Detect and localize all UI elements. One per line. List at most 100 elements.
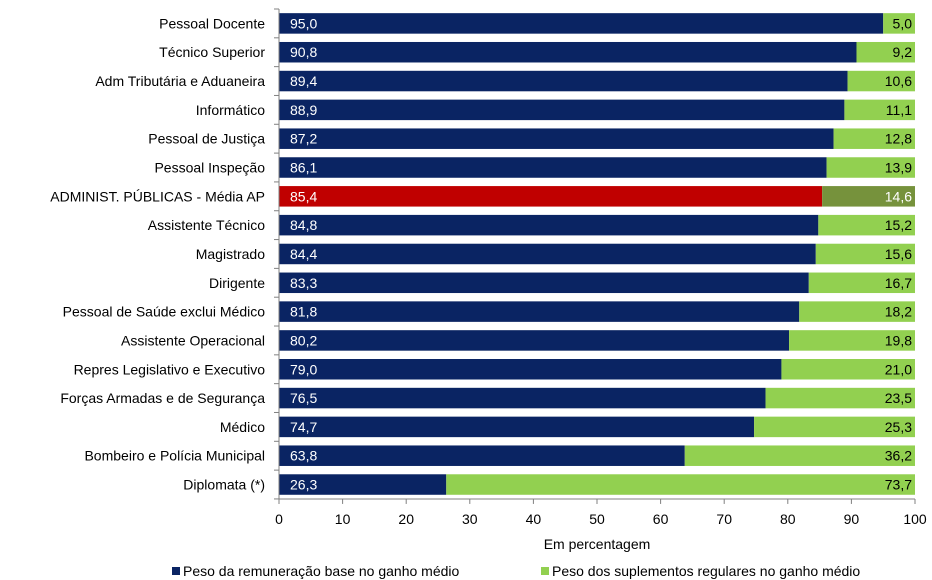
data-label-base: 89,4 bbox=[290, 73, 317, 89]
bar-base-remuneration bbox=[279, 13, 884, 34]
data-label-base: 26,3 bbox=[290, 477, 317, 493]
category-label: Dirigente bbox=[209, 275, 265, 291]
data-label-supplements: 16,7 bbox=[885, 275, 912, 291]
bar-supplements bbox=[856, 41, 915, 63]
bar-supplements bbox=[754, 416, 915, 438]
bar-base-remuneration bbox=[279, 128, 834, 149]
x-tick-label: 0 bbox=[275, 511, 283, 527]
category-label: Bombeiro e Polícia Municipal bbox=[84, 448, 265, 464]
legend-label: Peso dos suplementos regulares no ganho … bbox=[552, 563, 860, 579]
bar-base-remuneration bbox=[279, 41, 857, 63]
category-label: Pessoal de Saúde exclui Médico bbox=[63, 304, 266, 320]
data-label-base: 84,8 bbox=[290, 217, 317, 233]
data-label-base: 80,2 bbox=[290, 332, 317, 348]
bar-base-remuneration bbox=[279, 272, 809, 294]
category-label: Diplomata (*) bbox=[183, 477, 265, 493]
bar-base-remuneration bbox=[279, 243, 816, 265]
category-label: ADMINIST. PÚBLICAS - Média AP bbox=[50, 188, 265, 204]
data-label-supplements: 73,7 bbox=[885, 477, 912, 493]
bar-base-remuneration bbox=[279, 157, 827, 178]
category-label: Pessoal de Justiça bbox=[148, 131, 265, 147]
category-label: Assistente Técnico bbox=[148, 217, 265, 233]
bar-supplements bbox=[818, 214, 915, 236]
data-label-base: 88,9 bbox=[290, 102, 317, 118]
data-label-base: 84,4 bbox=[290, 246, 317, 262]
data-label-base: 85,4 bbox=[290, 188, 317, 204]
legend: Peso da remuneração base no ganho médio P… bbox=[172, 563, 860, 579]
bar-supplements bbox=[446, 474, 915, 495]
bar-base-remuneration bbox=[279, 445, 685, 466]
bar-supplements bbox=[815, 243, 915, 265]
bar-base-remuneration bbox=[279, 387, 766, 409]
bar-supplements bbox=[847, 70, 915, 92]
data-label-base: 86,1 bbox=[290, 160, 317, 176]
bar-supplements bbox=[781, 359, 915, 380]
x-tick-label: 40 bbox=[526, 511, 542, 527]
bar-supplements bbox=[844, 99, 915, 121]
bar-supplements bbox=[684, 445, 915, 466]
x-tick-label: 70 bbox=[716, 511, 732, 527]
data-label-base: 63,8 bbox=[290, 448, 317, 464]
bar-base-remuneration bbox=[279, 474, 447, 495]
bar-supplements bbox=[799, 301, 915, 322]
bar-base-remuneration bbox=[279, 301, 800, 322]
bar-base-remuneration bbox=[279, 186, 823, 207]
data-label-supplements: 14,6 bbox=[885, 188, 912, 204]
x-tick-label: 10 bbox=[335, 511, 351, 527]
bar-base-remuneration bbox=[279, 70, 848, 92]
bar-base-remuneration bbox=[279, 416, 755, 438]
data-label-supplements: 25,3 bbox=[885, 419, 912, 435]
data-label-supplements: 12,8 bbox=[885, 131, 912, 147]
x-tick-label: 20 bbox=[398, 511, 414, 527]
data-label-supplements: 36,2 bbox=[885, 448, 912, 464]
legend-swatch bbox=[172, 567, 180, 575]
bar-supplements bbox=[833, 128, 915, 149]
x-tick-label: 80 bbox=[780, 511, 796, 527]
x-tick-label: 30 bbox=[462, 511, 478, 527]
x-axis-title: Em percentagem bbox=[544, 536, 651, 552]
x-tick-label: 100 bbox=[903, 511, 927, 527]
data-label-base: 90,8 bbox=[290, 44, 317, 60]
data-label-supplements: 11,1 bbox=[886, 102, 912, 118]
bar-base-remuneration bbox=[279, 330, 790, 351]
bar-supplements bbox=[883, 13, 915, 34]
x-tick-label: 50 bbox=[589, 511, 605, 527]
data-label-supplements: 15,6 bbox=[885, 246, 912, 262]
category-label: Técnico Superior bbox=[159, 44, 265, 60]
data-label-supplements: 15,2 bbox=[885, 217, 912, 233]
data-label-base: 74,7 bbox=[290, 419, 317, 435]
category-label: Repres Legislativo e Executivo bbox=[74, 361, 266, 377]
category-label: Forças Armadas e de Segurança bbox=[60, 390, 265, 406]
data-label-supplements: 10,6 bbox=[885, 73, 912, 89]
data-label-supplements: 21,0 bbox=[885, 361, 912, 377]
data-label-base: 83,3 bbox=[290, 275, 317, 291]
data-label-base: 76,5 bbox=[290, 390, 317, 406]
bar-base-remuneration bbox=[279, 214, 819, 236]
x-tick-label: 60 bbox=[653, 511, 669, 527]
bar-supplements bbox=[808, 272, 915, 294]
bar-supplements bbox=[789, 330, 915, 351]
bar-supplements bbox=[822, 186, 915, 207]
category-label: Médico bbox=[220, 419, 265, 435]
data-label-base: 81,8 bbox=[290, 304, 317, 320]
data-label-base: 79,0 bbox=[290, 361, 317, 377]
data-label-base: 95,0 bbox=[290, 15, 317, 31]
category-label: Assistente Operacional bbox=[121, 332, 265, 348]
data-label-supplements: 23,5 bbox=[885, 390, 912, 406]
bars-group: Pessoal Docente 95,0 5,0 Técnico Superior 90… bbox=[50, 13, 915, 495]
bar-base-remuneration bbox=[279, 99, 845, 121]
x-axis: 0 10 20 30 40 50 60 70 80 90 100 bbox=[274, 8, 927, 527]
bar-base-remuneration bbox=[279, 359, 782, 380]
bar-supplements bbox=[826, 157, 915, 178]
bar-supplements bbox=[765, 387, 915, 409]
data-label-supplements: 13,9 bbox=[885, 160, 912, 176]
category-label: Pessoal Docente bbox=[159, 15, 265, 31]
category-label: Informático bbox=[196, 102, 265, 118]
legend-swatch bbox=[541, 567, 549, 575]
data-label-supplements: 5,0 bbox=[893, 15, 913, 31]
data-label-base: 87,2 bbox=[290, 131, 317, 147]
category-label: Adm Tributária e Aduaneira bbox=[95, 73, 265, 89]
category-label: Magistrado bbox=[196, 246, 265, 262]
x-tick-label: 90 bbox=[844, 511, 860, 527]
